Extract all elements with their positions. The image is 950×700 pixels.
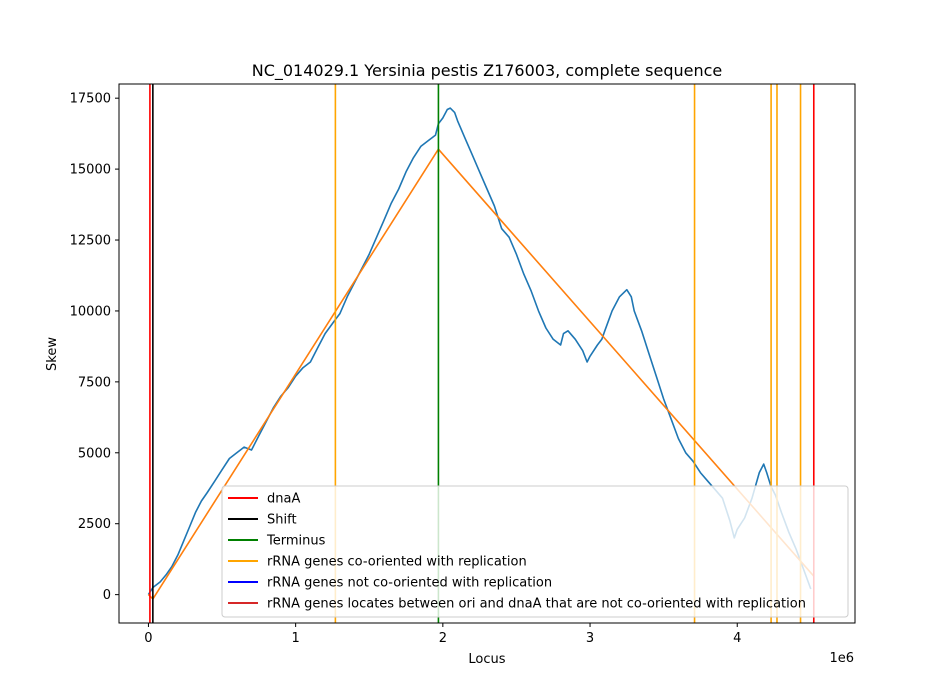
y-tick-label-0: 0	[103, 588, 111, 603]
x-tick-label-3: 3	[586, 631, 594, 646]
y-tick-label-1: 2500	[78, 517, 111, 532]
y-axis-label: Skew	[45, 337, 60, 371]
axes: 0 1 2 3 4 0 2500 5000 7500 10000 12500 15000 17500	[70, 83, 856, 646]
x-tick-label-2: 2	[439, 631, 447, 646]
chart-title: NC_014029.1 Yersinia pestis Z176003, com…	[252, 61, 723, 81]
legend-label-4: rRNA genes not co-oriented with replicat…	[267, 576, 552, 591]
legend-label-0: dnaA	[267, 492, 300, 507]
x-axis-label: Locus	[468, 652, 505, 667]
y-tick-label-6: 15000	[70, 163, 111, 178]
y-tick-label-4: 10000	[70, 304, 111, 319]
x-tick-label-0: 0	[144, 631, 152, 646]
legend-label-3: rRNA genes co-oriented with replication	[267, 555, 527, 570]
legend-box	[221, 485, 849, 618]
y-tick-label-2: 5000	[78, 446, 111, 461]
x-tick-label-1: 1	[291, 631, 299, 646]
legend-label-5: rRNA genes locates between ori and dnaA …	[267, 597, 806, 612]
y-tick-label-5: 12500	[70, 234, 111, 249]
y-tick-label-7: 17500	[70, 92, 111, 107]
y-tick-label-3: 7500	[78, 375, 111, 390]
legend-label-1: Shift	[267, 513, 297, 528]
legend-label-2: Terminus	[266, 534, 326, 549]
axes-frame	[118, 83, 856, 624]
legend: dnaA Shift Terminus rRNA genes co-oriented …	[221, 485, 849, 618]
x-axis-offset-label: 1e6	[829, 651, 854, 666]
series-line-0	[147, 107, 812, 596]
x-tick-label-4: 4	[733, 631, 741, 646]
